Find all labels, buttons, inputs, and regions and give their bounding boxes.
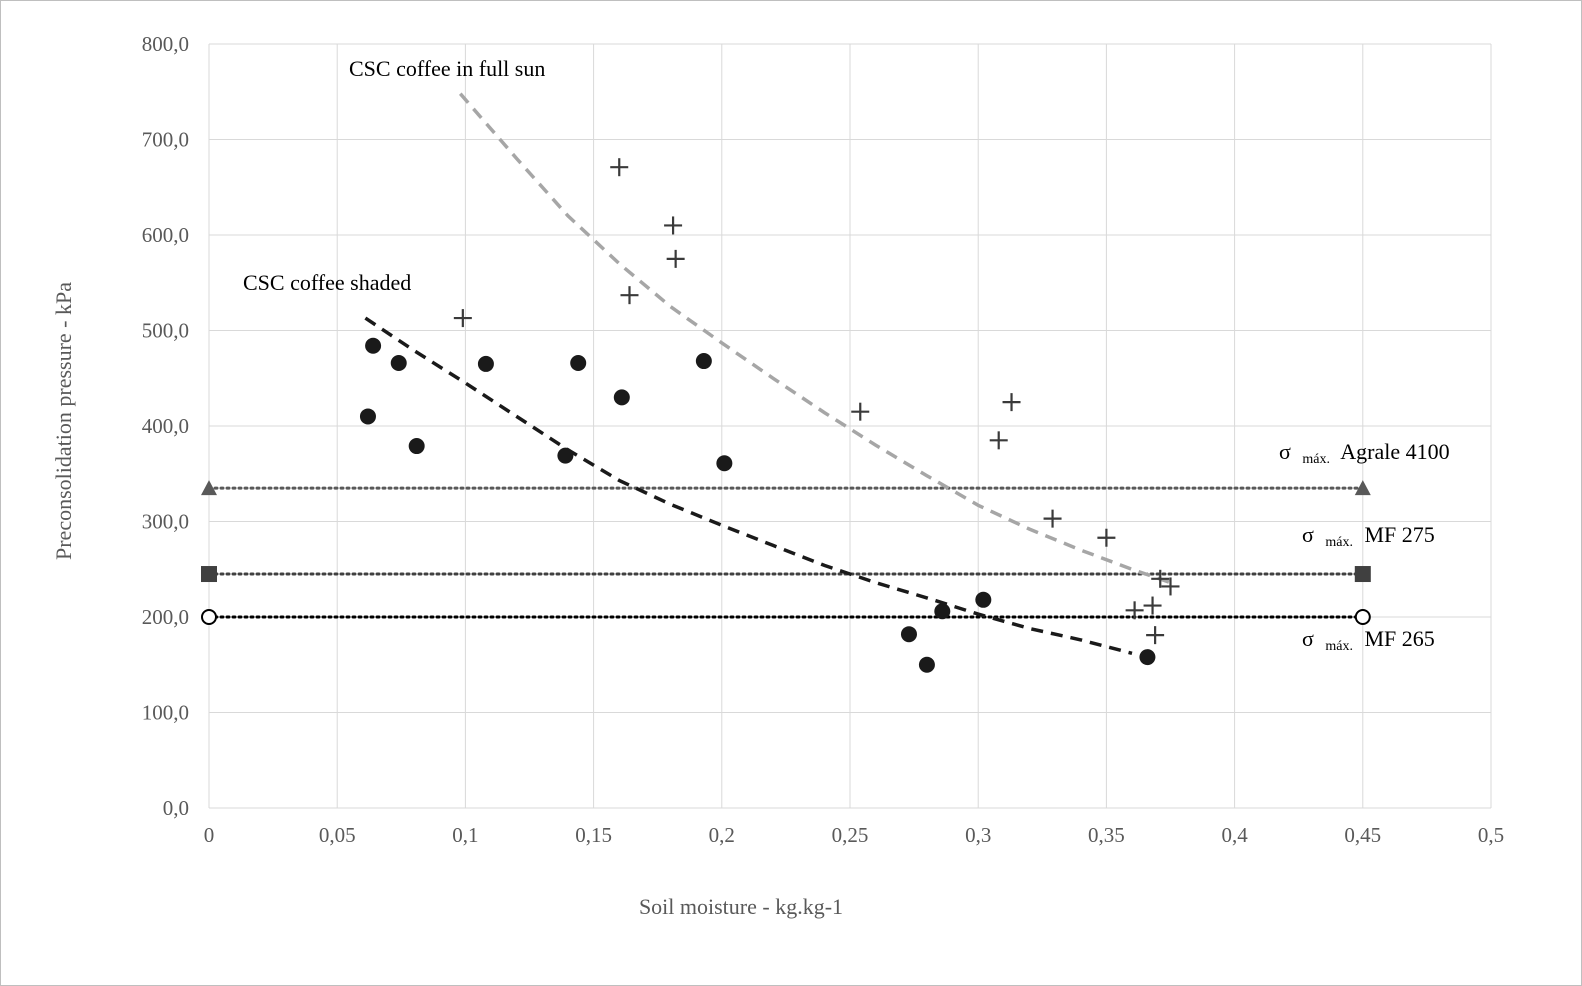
ref-subscript: máx. <box>1325 535 1353 550</box>
data-points <box>359 158 1180 673</box>
y-tick-label: 0,0 <box>163 796 189 820</box>
x-tick-label: 0,1 <box>452 823 478 847</box>
reference-label-agrale-4100: σ máx. Agrale 4100 <box>1279 439 1450 468</box>
data-point-plus <box>1002 393 1021 412</box>
data-point-circle <box>918 656 935 673</box>
data-point-plus <box>1151 569 1170 588</box>
data-point-circle <box>900 626 917 643</box>
data-point-plus <box>1125 601 1144 620</box>
data-point-plus <box>1043 509 1062 528</box>
reference-marker-square <box>201 566 217 583</box>
reference-label-mf-275: σ máx. MF 275 <box>1302 522 1435 551</box>
x-tick-label: 0 <box>204 823 215 847</box>
ref-name: MF 265 <box>1364 626 1434 651</box>
x-tick-label: 0,05 <box>319 823 356 847</box>
x-tick-label: 0,5 <box>1478 823 1504 847</box>
data-point-circle <box>1139 649 1156 666</box>
data-point-circle <box>716 455 733 472</box>
data-point-circle <box>570 354 587 371</box>
x-axis-title: Soil moisture - kg.kg-1 <box>639 894 843 919</box>
ref-subscript: máx. <box>1302 452 1330 467</box>
x-tick-label: 0,25 <box>832 823 869 847</box>
trendlines <box>364 92 1172 655</box>
data-point-circle <box>613 389 630 406</box>
data-point-plus <box>989 431 1008 450</box>
data-point-circle <box>408 438 425 455</box>
y-tick-label: 500,0 <box>142 319 189 343</box>
x-tick-label: 0,15 <box>575 823 612 847</box>
trendline-label-shaded: CSC coffee shaded <box>243 270 411 295</box>
data-point-plus <box>1143 596 1162 615</box>
x-tick-label: 0,4 <box>1221 823 1248 847</box>
y-tick-label: 600,0 <box>142 223 189 247</box>
data-point-circle <box>365 337 382 354</box>
ref-name: Agrale 4100 <box>1340 439 1449 464</box>
x-tick-label: 0,2 <box>709 823 735 847</box>
data-point-plus <box>620 286 639 305</box>
data-point-plus <box>851 402 870 421</box>
y-tick-label: 700,0 <box>142 128 189 152</box>
y-tick-label: 300,0 <box>142 510 189 534</box>
reference-marker-circle <box>201 609 217 625</box>
x-tick-label: 0,35 <box>1088 823 1125 847</box>
reference-marker-triangle <box>1354 480 1371 496</box>
data-point-circle <box>359 408 376 425</box>
x-tick-label: 0,45 <box>1344 823 1381 847</box>
x-tick-label: 0,3 <box>965 823 991 847</box>
ref-name: MF 275 <box>1364 522 1434 547</box>
reference-marker-circle <box>1354 609 1371 625</box>
data-point-plus <box>453 309 472 328</box>
ref-symbol: σ <box>1302 522 1314 547</box>
data-point-circle <box>557 447 574 464</box>
trendline-full-sun <box>458 92 1172 585</box>
data-point-plus <box>1146 626 1165 645</box>
y-tick-label: 800,0 <box>142 32 189 56</box>
trendline-label-full-sun: CSC coffee in full sun <box>349 56 545 81</box>
data-point-plus <box>1161 577 1180 596</box>
ref-symbol: σ <box>1279 439 1291 464</box>
y-axis-title: Preconsolidation pressure - kPa <box>51 282 76 560</box>
trendline-shaded <box>364 316 1133 655</box>
tick-labels: 0 0,05 0,1 0,15 0,2 0,25 0,3 0,35 0,4 0,45 0,5 0,0 1… <box>142 32 1504 847</box>
data-point-plus <box>666 249 685 268</box>
data-point-circle <box>695 353 712 370</box>
data-point-circle <box>975 591 992 608</box>
reference-marker-triangle <box>201 480 217 496</box>
data-point-plus <box>1097 528 1116 547</box>
y-tick-label: 200,0 <box>142 605 189 629</box>
grid <box>208 43 1492 809</box>
data-point-circle <box>390 354 407 371</box>
y-tick-label: 100,0 <box>142 701 189 725</box>
reference-lines <box>201 480 1371 625</box>
data-point-circle <box>477 355 494 372</box>
ref-symbol: σ <box>1302 626 1314 651</box>
data-point-plus <box>664 216 683 235</box>
ref-subscript: máx. <box>1325 639 1353 654</box>
data-point-circle <box>934 603 951 620</box>
y-tick-label: 400,0 <box>142 414 189 438</box>
reference-label-mf-265: σ máx. MF 265 <box>1302 626 1435 655</box>
reference-marker-square <box>1354 566 1371 583</box>
data-point-plus <box>610 158 629 177</box>
